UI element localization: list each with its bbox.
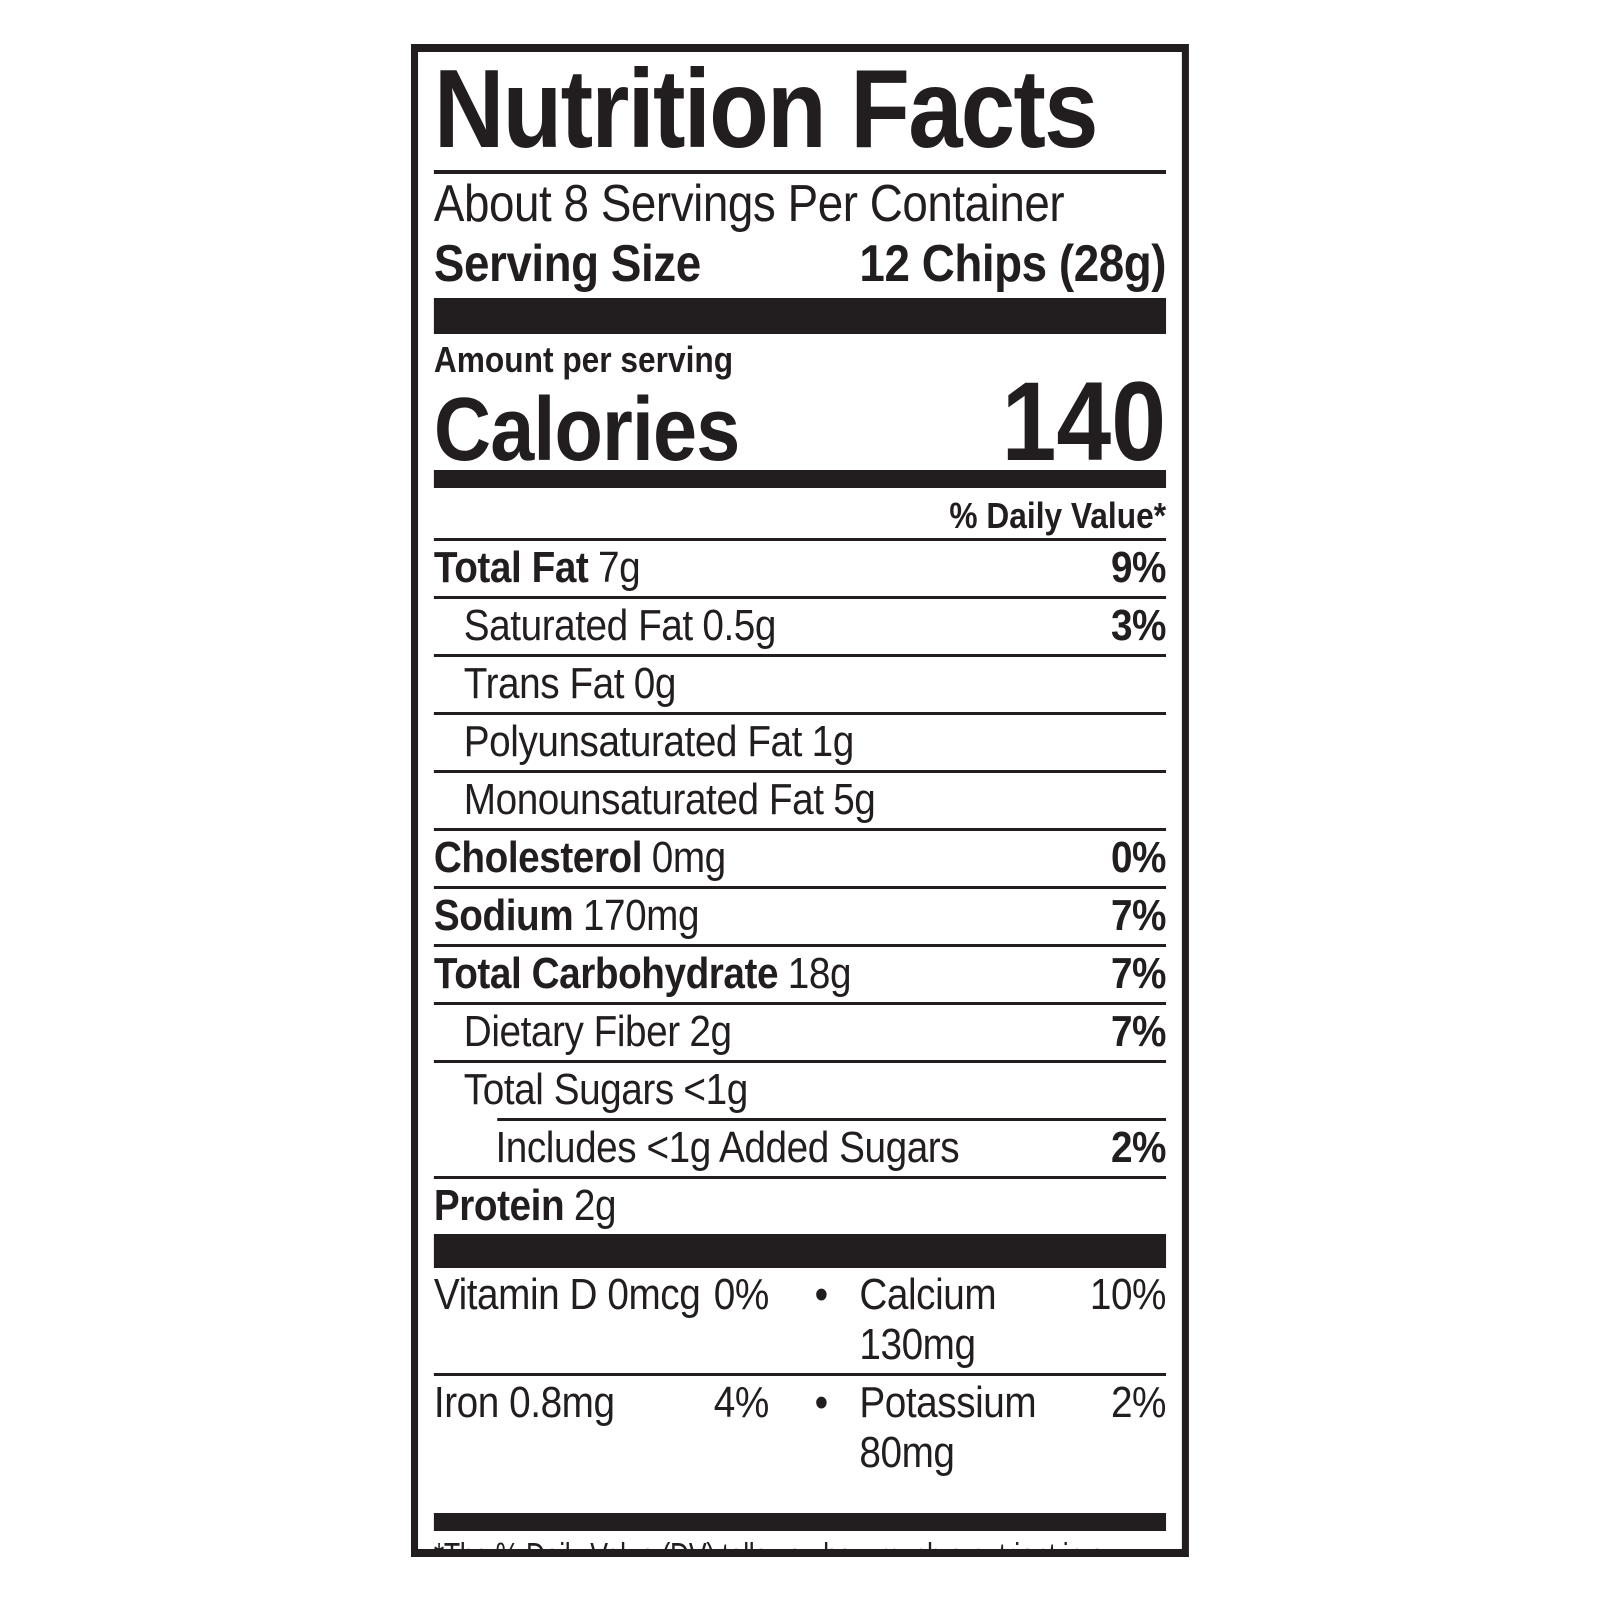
micronutrient-row-vitamind-calcium: Vitamin D 0mcg 0% • Calcium 130mg 10% <box>433 1268 1167 1373</box>
nutrient-name: Sodium <box>433 891 574 940</box>
nutrient-dv: 2% <box>1110 1123 1167 1172</box>
row-divider <box>433 944 1167 947</box>
row-divider <box>433 1002 1167 1005</box>
nutrient-row-sodium: Sodium 170mg 7% <box>433 889 1167 944</box>
nutrition-facts-label: Nutrition Facts About 8 Servings Per Con… <box>411 44 1189 1557</box>
nutrient-row-total-sugars: Total Sugars <1g <box>434 1063 1166 1118</box>
nutrient-row-saturated-fat: Saturated Fat 0.5g 3% <box>434 599 1167 654</box>
nutrient-amount: 2g <box>573 1181 617 1230</box>
nutrient-amount: 1g <box>811 717 855 766</box>
section-bar-medium <box>433 1513 1167 1531</box>
serving-size-row: Serving Size 12 Chips (28g) <box>433 234 1167 294</box>
nutrient-amount: 18g <box>787 949 852 998</box>
section-bar-thick <box>433 298 1167 334</box>
nutrient-dv: 0% <box>1110 833 1167 882</box>
row-divider <box>433 1176 1167 1179</box>
nutrient-dv: 7% <box>1110 1007 1167 1056</box>
micronutrient-name: Calcium 130mg <box>859 1270 997 1369</box>
nutrient-amount: 0g <box>633 659 677 708</box>
nutrient-row-monounsaturated-fat: Monounsaturated Fat 5g <box>434 773 1166 828</box>
row-divider <box>433 770 1167 773</box>
row-divider <box>433 828 1167 831</box>
nutrient-name: Includes <1g Added Sugars <box>495 1123 960 1172</box>
micronutrient-row-iron-potassium: Iron 0.8mg 4% • Potassium 80mg 2% <box>433 1376 1167 1481</box>
nutrient-row-trans-fat: Trans Fat 0g <box>434 657 1166 712</box>
nutrient-name: Saturated Fat <box>463 601 693 650</box>
micronutrient-dv: 10% <box>1089 1270 1167 1319</box>
row-divider <box>433 654 1167 657</box>
nutrient-name: Total Fat <box>433 543 589 592</box>
row-divider <box>433 1060 1167 1063</box>
micronutrient-name: Vitamin D 0mcg <box>433 1270 701 1319</box>
nutrient-row-total-fat: Total Fat 7g 9% <box>433 541 1167 596</box>
label-title: Nutrition Facts <box>433 47 1099 171</box>
title-divider <box>433 170 1167 174</box>
nutrient-name: Total Carbohydrate <box>433 949 779 998</box>
calories-value: 140 <box>1001 359 1167 484</box>
row-divider <box>433 596 1167 599</box>
nutrient-name: Trans Fat <box>463 659 625 708</box>
nutrient-name: Cholesterol <box>433 833 643 882</box>
nutrient-amount: 0.5g <box>702 601 776 650</box>
serving-size-label: Serving Size <box>433 235 701 293</box>
amount-per-serving-label: Amount per serving <box>433 339 734 380</box>
nutrient-name: Monounsaturated Fat <box>463 775 824 824</box>
nutrient-amount: 7g <box>598 543 641 592</box>
serving-size-value: 12 Chips (28g) <box>859 235 1167 293</box>
servings-per-container: About 8 Servings Per Container <box>433 175 1065 233</box>
nutrient-row-cholesterol: Cholesterol 0mg 0% <box>433 831 1167 886</box>
nutrient-name: Total Sugars <box>463 1065 674 1114</box>
micronutrient-dv: 4% <box>713 1378 770 1427</box>
nutrient-amount: 0mg <box>651 833 726 882</box>
bullet-separator: • <box>814 1378 829 1427</box>
section-bar-thick <box>433 1234 1167 1268</box>
nutrient-row-protein: Protein 2g <box>434 1179 1166 1234</box>
calories-label: Calories <box>433 380 740 480</box>
micronutrient-name: Potassium 80mg <box>859 1378 1037 1477</box>
nutrient-dv: 9% <box>1110 543 1167 592</box>
row-divider <box>433 712 1167 715</box>
daily-value-footnote: *The % Daily Value (DV) tells you how mu… <box>433 1535 1105 1557</box>
nutrient-dv: 7% <box>1110 949 1167 998</box>
calories-row: Calories 140 <box>434 359 1167 484</box>
nutrient-name: Dietary Fiber <box>463 1007 680 1056</box>
nutrient-amount: 2g <box>689 1007 732 1056</box>
bullet-separator: • <box>814 1270 829 1319</box>
nutrient-dv: 7% <box>1110 891 1167 940</box>
nutrient-dv: 3% <box>1110 601 1167 650</box>
row-divider <box>433 538 1167 541</box>
nutrient-amount: 170mg <box>582 891 700 940</box>
row-divider-indented <box>497 1118 1167 1121</box>
nutrient-name: Protein <box>433 1181 565 1230</box>
row-divider <box>433 886 1167 889</box>
nutrient-name: Polyunsaturated Fat <box>463 717 803 766</box>
nutrient-amount: 5g <box>833 775 876 824</box>
nutrient-row-polyunsaturated-fat: Polyunsaturated Fat 1g <box>434 715 1166 770</box>
daily-value-header: % Daily Value* <box>949 495 1167 536</box>
micronutrient-name: Iron 0.8mg <box>433 1378 615 1427</box>
micronutrient-dv: 0% <box>713 1270 770 1319</box>
micronutrient-dv: 2% <box>1110 1378 1167 1427</box>
section-bar-medium <box>433 470 1167 488</box>
nutrient-row-dietary-fiber: Dietary Fiber 2g 7% <box>434 1005 1167 1060</box>
nutrient-amount: <1g <box>683 1065 748 1114</box>
row-divider <box>433 1373 1167 1376</box>
nutrient-row-added-sugars: Includes <1g Added Sugars 2% <box>434 1121 1166 1176</box>
nutrient-row-total-carbohydrate: Total Carbohydrate 18g 7% <box>433 947 1167 1002</box>
